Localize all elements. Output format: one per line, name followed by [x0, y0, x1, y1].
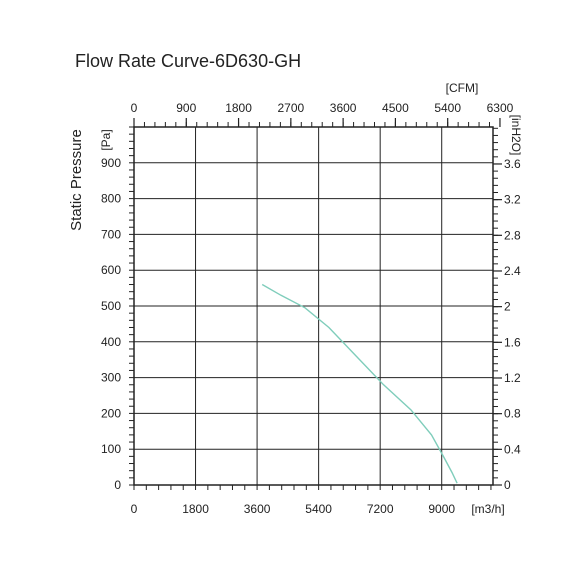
x-tick-label: 0: [131, 502, 138, 516]
y2-tick-label: 0: [504, 478, 511, 492]
y-tick-label: 900: [101, 156, 121, 170]
y-tick-label: 500: [101, 299, 121, 313]
y2-tick-label: 2.4: [504, 264, 521, 278]
chart-title: Flow Rate Curve-6D630-GH: [75, 51, 301, 71]
y-axis-ticks: 0 100 200 300 400 500 600 700 800 900: [101, 156, 121, 492]
x2-tick-label: 3600: [330, 101, 357, 115]
y-tick-label: 700: [101, 227, 121, 241]
x2-tick-label: 0: [131, 101, 138, 115]
y-tick-label: 200: [101, 406, 121, 420]
y2-axis-ticks: 0 0.4 0.8 1.2 1.6 2 2.4 2.8 3.2 3.6: [493, 157, 521, 492]
x2-tick-label: 2700: [277, 101, 304, 115]
y-tick-label: 0: [114, 478, 121, 492]
x-axis-ticks: 0 1800 3600 5400 7200 9000: [131, 502, 456, 516]
y-tick-label: 300: [101, 371, 121, 385]
x-tick-label: 3600: [244, 502, 271, 516]
x2-tick-label: 900: [176, 101, 196, 115]
y2-tick-label: 3.2: [504, 193, 521, 207]
y-tick-label: 600: [101, 263, 121, 277]
x-tick-label: 9000: [428, 502, 455, 516]
y2-tick-label: 0.8: [504, 407, 521, 421]
y2-axis-unit: [inH2O]: [509, 115, 523, 156]
x2-tick-label: 1800: [225, 101, 252, 115]
x-tick-label: 7200: [367, 502, 394, 516]
plot-grid: [134, 127, 493, 485]
x-axis-unit: [m3/h]: [471, 502, 504, 516]
x2-tick-label: 4500: [382, 101, 409, 115]
y2-tick-label: 2: [504, 300, 511, 314]
x-tick-label: 5400: [305, 502, 332, 516]
y-tick-label: 800: [101, 192, 121, 206]
x-tick-label: 1800: [182, 502, 209, 516]
y2-tick-label: 3.6: [504, 157, 521, 171]
x2-axis-ticks: 0 900 1800 2700 3600 4500 5400 6300: [131, 101, 514, 127]
y2-tick-label: 1.6: [504, 335, 521, 349]
x2-tick-label: 5400: [434, 101, 461, 115]
y2-tick-label: 1.2: [504, 371, 521, 385]
plot-frame: [133, 126, 494, 486]
y2-tick-label: 2.8: [504, 228, 521, 242]
y2-tick-label: 0.4: [504, 442, 521, 456]
y-tick-label: 100: [101, 442, 121, 456]
y-axis-unit: [Pa]: [99, 129, 113, 150]
flow-curve-line: [261, 283, 458, 484]
y-axis-label: Static Pressure: [68, 129, 85, 231]
x2-axis-unit: [CFM]: [446, 81, 479, 95]
x2-tick-label: 6300: [487, 101, 514, 115]
y-tick-label: 400: [101, 335, 121, 349]
